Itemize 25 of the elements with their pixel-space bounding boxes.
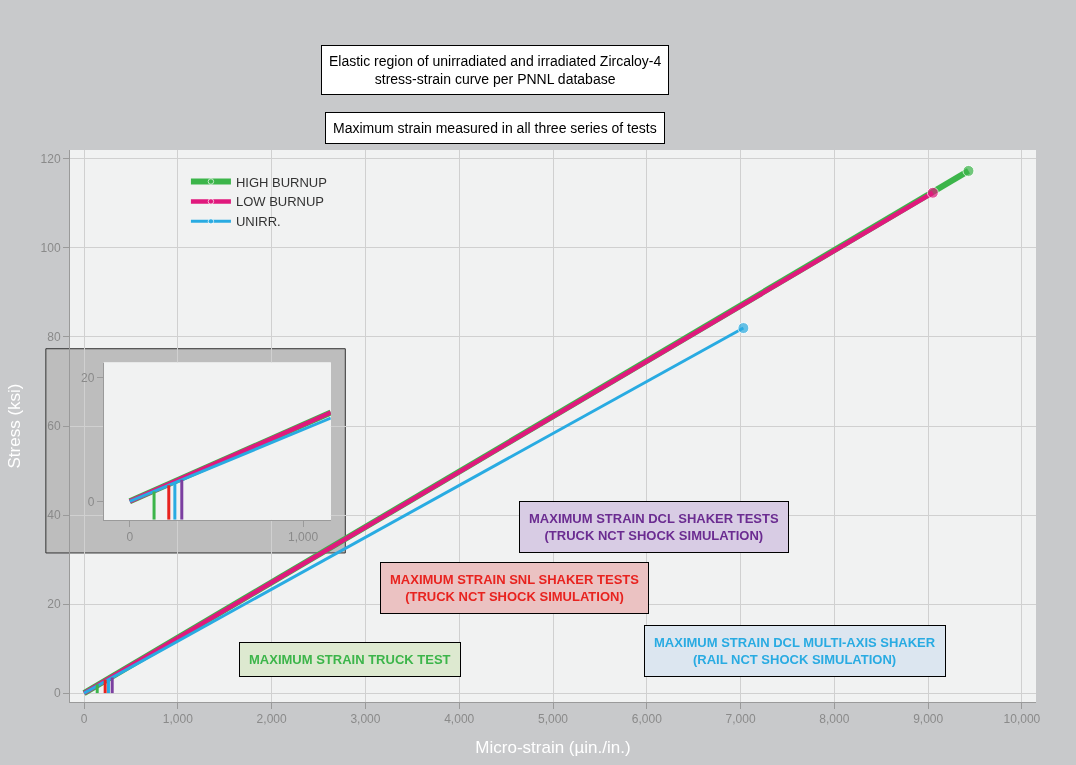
x-tick-label: 2,000 <box>256 712 287 727</box>
chart-subtitle: Maximum strain measured in all three series of tests <box>333 120 657 136</box>
legend-label: HIGH BURNUP <box>235 174 327 190</box>
annotation: MAXIMUM STRAIN DCL SHAKER TESTS (TRUCK NCT SHOCK SIMULATION) <box>529 511 779 543</box>
y-tick-label: 100 <box>40 241 61 256</box>
x-tick-label: 10,000 <box>1003 712 1041 727</box>
annotation: MAXIMUM STRAIN DCL MULTI-AXIS SHAKER (RAIL NCT SHOCK SIMULATION) <box>654 635 936 667</box>
x-tick-label: 1,000 <box>162 712 194 727</box>
legend-label: LOW BURNUP <box>235 194 325 210</box>
x-tick-label: 8,000 <box>819 712 850 727</box>
chart-title: Elastic region of unirradiated and irradiated Zircaloy-4 stress-strain curve per PNNL database <box>329 53 662 88</box>
y-tick-label: 20 <box>47 597 61 612</box>
y-tick-label: 0 <box>53 686 61 701</box>
x-tick-label: 6,000 <box>631 712 663 727</box>
x-tick-label: 9,000 <box>913 712 944 727</box>
x-tick-label: 5,000 <box>537 712 569 727</box>
annotation: MAXIMUM STRAIN TRUCK TEST <box>249 652 451 667</box>
annotation: MAXIMUM STRAIN SNL SHAKER TESTS (TRUCK NCT SHOCK SIMULATION) <box>390 572 640 604</box>
legend-label: UNIRR. <box>235 214 281 230</box>
x-tick-label: 3,000 <box>350 712 381 727</box>
x-tick-label: 7,000 <box>725 712 756 727</box>
y-tick-label: 20 <box>81 371 95 386</box>
x-tick-label: 4,000 <box>444 712 475 727</box>
y-tick-label: 80 <box>47 330 61 345</box>
y-tick-label: 120 <box>40 152 61 167</box>
